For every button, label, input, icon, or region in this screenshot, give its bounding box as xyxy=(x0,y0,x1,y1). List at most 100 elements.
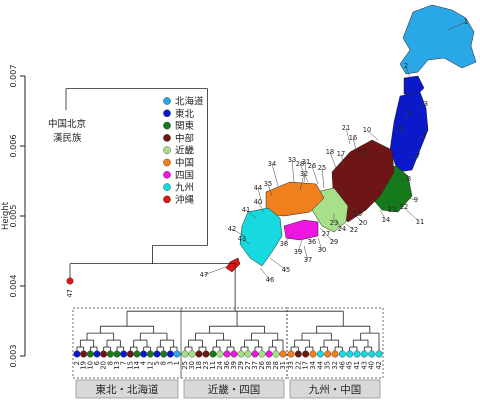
leaf-label-2-0: 33 xyxy=(287,361,295,370)
map-leader-0 xyxy=(447,21,467,31)
map-leader-21 xyxy=(345,223,355,231)
leaf-dot-0-5 xyxy=(106,350,114,358)
leaf-label-0-15: 1 xyxy=(173,361,181,365)
leaf-dot-2-10 xyxy=(360,350,368,358)
map-pref-label-17: 18 xyxy=(326,148,334,156)
leaf-dot-2-0 xyxy=(287,350,295,358)
map-pref-label-33: 34 xyxy=(268,160,276,168)
map-leader-30 xyxy=(303,161,307,183)
leaf-dot-0-1 xyxy=(80,350,88,358)
map-pref-label-4: 5 xyxy=(408,109,412,117)
legend-label-6: 四国 xyxy=(175,170,194,181)
map-pref-label-9: 10 xyxy=(363,126,371,134)
map-region-2 xyxy=(389,91,429,173)
legend-label-7: 九州 xyxy=(175,182,194,194)
leaf-dot-0-11 xyxy=(146,350,154,358)
legend-swatch-5 xyxy=(163,158,171,167)
leaf-dot-0-7 xyxy=(120,350,128,358)
cluster-label-1: 近畿・四国 xyxy=(208,383,261,396)
legend-label-8: 沖縄 xyxy=(175,194,195,206)
map-pref-label-35: 36 xyxy=(308,238,316,246)
map-leader-25 xyxy=(311,165,319,185)
leaf-dot-2-3 xyxy=(309,350,317,358)
legend-swatch-1 xyxy=(163,109,171,118)
leaf-label-0-14: 3 xyxy=(166,361,174,365)
map-leader-1 xyxy=(405,65,411,79)
legend-label-0: 北海道 xyxy=(175,96,204,108)
leaf-dot-1-14 xyxy=(279,350,287,358)
leaf-dot-2-8 xyxy=(346,350,354,358)
map-pref-label-42: 43 xyxy=(238,235,246,243)
leaf-label-1-13: 28 xyxy=(272,361,280,370)
map-leader-43 xyxy=(257,187,263,205)
cluster-label-0: 東北・北海道 xyxy=(96,383,159,396)
map-pref-label-23: 24 xyxy=(338,225,346,233)
leaf-label-0-2: 10 xyxy=(86,361,94,370)
map-leader-3 xyxy=(417,134,425,141)
map-pref-label-13: 14 xyxy=(382,216,390,224)
map-leader-2 xyxy=(419,103,427,109)
leaf-label-0-8: 15 xyxy=(126,361,134,370)
leaf-label-1-10: 37 xyxy=(251,361,259,370)
leaf-dot-2-5 xyxy=(324,350,332,358)
y-tick-label-4: 0.007 xyxy=(9,65,18,88)
map-leader-31 xyxy=(299,173,305,191)
map-pref-label-20: 21 xyxy=(342,124,350,132)
leaf-label-2-8: 45 xyxy=(346,361,354,370)
leaf-label-2-12: 42 xyxy=(375,361,383,370)
map-leader-41 xyxy=(231,228,245,237)
cluster-box-2 xyxy=(286,307,384,379)
map-leader-46 xyxy=(203,265,229,276)
map-pref-label-19: 20 xyxy=(359,219,367,227)
map-pref-label-8: 9 xyxy=(414,196,418,204)
leaf-dot-1-1 xyxy=(188,350,196,358)
map-pref-label-41: 42 xyxy=(228,225,236,233)
map-leader-26 xyxy=(319,227,327,235)
map-leader-34 xyxy=(267,183,273,197)
leaf-label-0-1: 19 xyxy=(80,361,88,370)
leaf-dot-1-5 xyxy=(216,350,224,358)
leaf-label-2-11: 40 xyxy=(368,361,376,370)
map-pref-label-40: 41 xyxy=(242,206,250,214)
map-pref-label-25: 26 xyxy=(308,162,316,170)
japan-region-map xyxy=(225,4,477,273)
leaf-dot-2-12 xyxy=(375,350,383,358)
map-pref-label-30: 31 xyxy=(302,158,310,166)
map-pref-label-26: 27 xyxy=(322,230,330,238)
leaf-dot-1-10 xyxy=(251,350,259,358)
map-pref-label-3: 4 xyxy=(422,131,426,139)
map-pref-label-10: 11 xyxy=(416,218,424,226)
map-pref-label-36: 37 xyxy=(304,256,312,264)
leaf-dot-2-11 xyxy=(368,350,376,358)
cluster-label-box-0 xyxy=(75,379,179,399)
map-pref-label-44: 45 xyxy=(282,266,290,274)
map-leader-18 xyxy=(349,205,359,215)
map-leader-39 xyxy=(257,201,265,213)
leaf-dot-0-14 xyxy=(166,350,174,358)
leaf-dot-0-10 xyxy=(140,350,148,358)
cluster-label-2: 九州・中国 xyxy=(309,383,362,396)
legend-swatch-3 xyxy=(163,134,171,142)
map-pref-label-21: 22 xyxy=(350,226,358,234)
map-pref-label-14: 15 xyxy=(358,148,366,156)
map-leader-13 xyxy=(379,209,387,221)
leaf-dot-2-4 xyxy=(316,350,324,358)
map-pref-label-29: 30 xyxy=(318,246,326,254)
map-leader-40 xyxy=(245,209,257,219)
legend-label-2: 関東 xyxy=(175,120,195,132)
leaf-label-0-9: 14 xyxy=(133,361,141,370)
leaf-label-2-6: 32 xyxy=(331,361,339,370)
leaf-label-0-7: 7 xyxy=(120,361,128,365)
map-leader-35 xyxy=(305,235,313,243)
legend-label-3: 中部 xyxy=(175,132,194,144)
leaf-label-0-12: 5 xyxy=(153,361,161,365)
leaf-label-0-4: 20 xyxy=(100,361,108,370)
map-pref-label-1: 2 xyxy=(404,62,408,70)
map-leader-lines xyxy=(203,21,467,281)
legend-label-5: 中国 xyxy=(175,157,194,169)
map-leader-7 xyxy=(397,178,410,183)
map-pref-label-15: 16 xyxy=(349,134,357,142)
map-leader-42 xyxy=(241,238,251,245)
leaf-label-1-0: 25 xyxy=(181,361,189,370)
